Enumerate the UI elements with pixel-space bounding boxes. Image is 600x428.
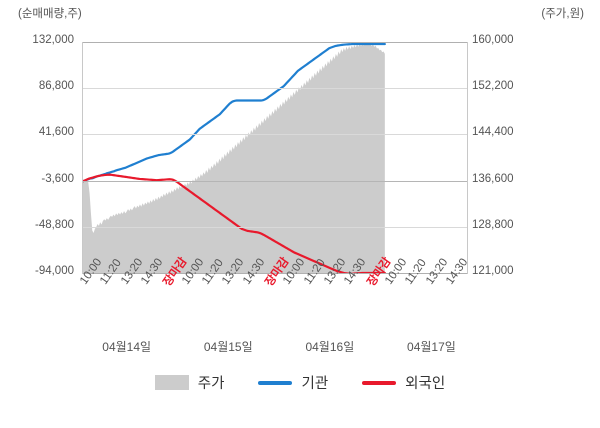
day-label: 04월14일	[102, 340, 152, 354]
line-series-institution	[83, 42, 386, 183]
plot-area	[82, 42, 468, 274]
gridline	[83, 88, 467, 89]
chart-legend: 주가 기관 외국인	[0, 372, 600, 393]
day-label: 04월15일	[203, 340, 253, 354]
legend-label: 주가	[197, 376, 225, 392]
day-label: 04월17일	[407, 340, 456, 354]
right-axis-tick-label: 136,600	[472, 173, 514, 185]
legend-item[interactable]: 주가	[154, 372, 225, 393]
left-axis-title: (순매매량,주)	[18, 8, 82, 20]
line-series-foreigner	[83, 173, 386, 274]
right-axis-tick-label: 160,000	[472, 34, 514, 46]
legend-label: 외국인	[405, 376, 446, 392]
legend-label: 기관	[301, 376, 329, 392]
legend-swatch-line-icon	[258, 380, 293, 385]
gridline	[83, 42, 467, 43]
right-axis-tick-label: 144,400	[472, 126, 514, 138]
series-svg	[83, 42, 386, 274]
legend-item[interactable]: 외국인	[362, 372, 445, 393]
day-label: 04월16일	[305, 340, 355, 354]
left-axis-tick-label: -3,600	[41, 173, 74, 185]
left-axis-tick-label: 132,000	[32, 34, 74, 46]
right-axis-tick-label: 152,200	[472, 80, 514, 92]
legend-swatch-area-icon	[154, 375, 189, 390]
left-axis-tick-label: 41,600	[38, 126, 74, 138]
gridline	[83, 134, 467, 135]
legend-swatch-line-icon	[362, 380, 397, 385]
right-axis-tick-label: 128,800	[472, 219, 514, 231]
left-axis-tick-label: -48,800	[34, 219, 74, 231]
right-axis-title: (주가,원)	[541, 8, 584, 20]
zero-line	[83, 181, 467, 182]
left-axis-tick-label: 86,800	[38, 80, 74, 92]
right-axis-tick-label: 121,000	[472, 265, 514, 277]
legend-item[interactable]: 기관	[258, 372, 328, 393]
gridline	[83, 273, 467, 274]
gridline	[83, 227, 467, 228]
area-series-price	[83, 42, 385, 274]
left-axis-tick-label: -94,000	[34, 265, 74, 277]
